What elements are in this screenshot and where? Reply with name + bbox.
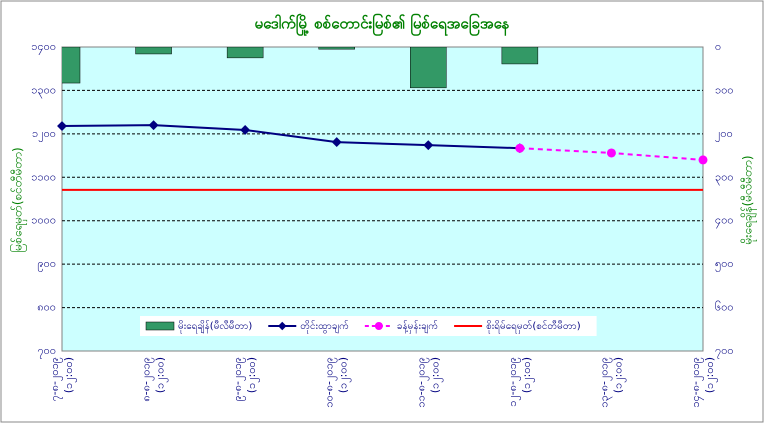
series-line	[61, 124, 520, 150]
legend-label: တိုင်းထွာချက်	[300, 319, 349, 334]
x-tick-date: ၁၄-၈-၂၀၁၉	[689, 357, 704, 408]
measure-point	[240, 124, 251, 135]
x-tick-date: ၇-၈-၂၀၁၉	[48, 357, 63, 401]
x-tick-label: ၉-၈-၂၀၁၉ (၁၂:၀၀)	[231, 357, 260, 401]
y2-tick-label: ၀	[715, 40, 721, 53]
legend-marker	[278, 321, 287, 331]
x-tick-date: ၁၀-၈-၂၀၁၉	[323, 357, 338, 408]
x-tick-date: ၁၃-၈-၂၀၁၉	[597, 357, 612, 408]
forecast-point	[606, 148, 616, 158]
rain-bar	[135, 47, 172, 55]
y-tick-label: ၇၀၀	[37, 344, 56, 359]
x-tick-label: ၁၀-၈-၂၀၁၉ (၁၂:၀၀)	[323, 357, 352, 408]
x-tick: ၁၀-၈-၂၀၁၉ (၁၂:၀၀)	[323, 357, 352, 408]
x-tick-date: ၈-၈-၂၀၁၉	[140, 357, 155, 401]
x-tick-label: ၁၂-၈-၂၀၁၉ (၁၂:၀၀)	[506, 357, 535, 407]
x-tick: ၁၄-၈-၂၀၁၉ (၁၂:၀၀)	[689, 357, 718, 408]
y2-tick-label: ၁၀၀	[715, 83, 734, 96]
rain-bar	[318, 47, 355, 50]
rain-bar	[501, 47, 539, 65]
y-tick-label: ၁၁၀၀	[31, 170, 56, 183]
y2-tick-label: ၅၀၀	[715, 257, 734, 272]
x-tick-time: (၁၂:၀၀)	[703, 357, 718, 397]
rain-bar	[410, 47, 447, 89]
legend: မိုးရေချိန်(မီလီမီတာ) တိုင်းထွာချက် ခန့်မှ…	[140, 316, 597, 336]
legend-swatch	[145, 321, 175, 331]
x-tick-label: ၈-၈-၂၀၁၉ (၁၂:၀၀)	[140, 357, 169, 401]
x-tick-time: (၁၂:၀၀)	[611, 357, 626, 397]
y2-tick-label: ၄၀၀	[715, 214, 734, 229]
y2-axis-label: မိုးရေချိန်(မီလီမီတာ)	[740, 155, 758, 244]
y-tick-label: ၈၀၀	[37, 301, 56, 314]
y2-tick-label: ၆၀၀	[715, 301, 734, 314]
x-tick-time: (၁၂:၀၀)	[337, 357, 352, 397]
legend-label: စိုးရိမ်ရေမှတ်(စင်တီမီတာ)	[486, 319, 581, 334]
x-tick-date: ၁၁-၈-၂၀၁၉	[414, 357, 429, 408]
x-tick-date: ၁၂-၈-၂၀၁၉	[506, 357, 521, 407]
x-tick-date: ၉-၈-၂၀၁၉	[231, 357, 246, 401]
measure-point	[148, 120, 159, 131]
plot-area	[61, 46, 704, 352]
y-tick-label: ၉၀၀	[37, 257, 56, 272]
x-tick-time: (၁၂:၀၀)	[245, 357, 260, 397]
y-axis-label: မြစ်ရေမှတ်(စင်တီမီတာ)	[9, 147, 28, 253]
legend-label: မိုးရေချိန်(မီလီမီတာ)	[178, 319, 252, 334]
measure-point	[331, 137, 342, 148]
forecast-point	[515, 143, 525, 153]
forecast-point	[698, 155, 708, 165]
x-tick-label: ၁၁-၈-၂၀၁၉ (၁၂:၀၀)	[414, 357, 443, 408]
measure-point	[423, 140, 434, 151]
legend-marker	[374, 322, 383, 330]
y-tick-label: ၁၃၀၀	[31, 83, 56, 98]
x-tick-label: ၇-၈-၂၀၁၉ (၁၂:၀၀)	[48, 357, 77, 401]
y-tick-label: ၁၄၀၀	[31, 40, 56, 55]
x-tick: ၁၁-၈-၂၀၁၉ (၁၂:၀၀)	[414, 357, 443, 408]
rain-bar	[62, 47, 81, 84]
x-tick-label: ၁၄-၈-၂၀၁၉ (၁၂:၀၀)	[689, 357, 718, 408]
x-tick-label: ၁၃-၈-၂၀၁၉ (၁၂:၀၀)	[597, 357, 626, 408]
x-tick: ၉-၈-၂၀၁၉ (၁၂:၀၀)	[231, 357, 260, 401]
x-tick: ၈-၈-၂၀၁၉ (၁၂:၀၀)	[140, 357, 169, 401]
y2-tick-label: ၇၀၀	[715, 344, 734, 359]
x-tick-time: (၁၂:၀၀)	[154, 357, 169, 397]
y-tick-label: ၁၂၀၀	[32, 127, 56, 142]
y2-tick-label: ၂၀၀	[715, 127, 733, 142]
x-tick: ၁၂-၈-၂၀၁၉ (၁၂:၀၀)	[506, 357, 535, 407]
x-tick: ၇-၈-၂၀၁၉ (၁၂:၀၀)	[48, 357, 77, 401]
x-tick-time: (၁၂:၀၀)	[520, 357, 535, 397]
x-tick: ၁၃-၈-၂၀၁၉ (၁၂:၀၀)	[597, 357, 626, 408]
rain-bar	[226, 47, 264, 59]
y2-tick-label: ၃၀၀	[715, 170, 734, 185]
x-tick-time: (၁၂:၀၀)	[62, 357, 77, 397]
measure-point	[57, 121, 67, 131]
x-tick-time: (၁၂:၀၀)	[428, 357, 443, 397]
y-tick-label: ၁၀၀၀	[31, 214, 56, 227]
legend-label: ခန့်မှန်းချက်	[397, 319, 438, 334]
